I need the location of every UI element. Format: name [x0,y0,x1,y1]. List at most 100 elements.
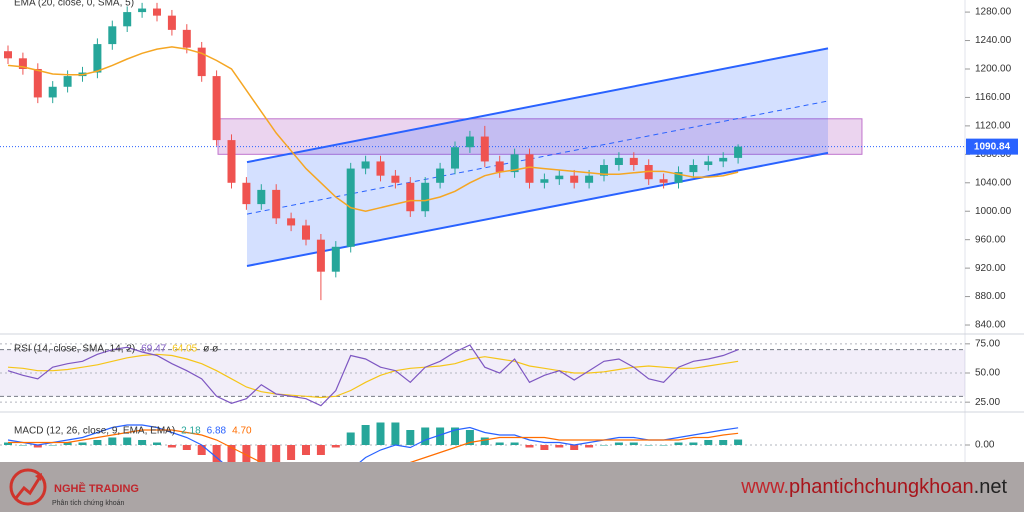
candle-body [123,12,132,27]
site-url: www.phantichchungkhoan.net [740,476,1007,498]
candle-body [629,157,638,165]
candle-body [555,175,564,180]
histogram-bar [227,445,236,462]
candle-body [585,175,594,183]
histogram-bar [480,437,489,445]
legend-value: 4.70 [232,426,252,437]
macd-pane [0,422,965,462]
histogram-bar [78,442,87,445]
candle-body [331,246,340,272]
histogram-bar [451,427,459,445]
histogram-bar [257,445,266,462]
candle-body [659,179,668,183]
candle-body [316,239,325,272]
histogram-bar [421,427,430,445]
histogram-bar [704,440,713,445]
candle-body [182,29,191,48]
candle-body [570,175,579,183]
candle-body [33,68,42,98]
candle-body [153,8,161,16]
site-prefix: www. [740,476,789,498]
histogram-bar [108,437,117,445]
candle-body [242,182,251,205]
macd-line [8,429,739,462]
histogram-bar [495,442,504,445]
rsi-line [7,353,739,399]
candle-body [734,146,743,158]
histogram-bar [212,445,221,462]
macd-line [7,424,739,462]
histogram-bar [540,445,549,450]
channel-lower [246,151,829,267]
histogram-bar [734,439,743,445]
histogram-bar [197,445,206,455]
candle-body [436,168,445,183]
candle-body [465,136,474,148]
candle-body [525,154,534,183]
candle-body [391,175,400,183]
rsi-line [7,344,739,407]
candle-body [197,47,206,77]
y-tick-label: 840.00 [975,320,1006,331]
candle-body [48,86,57,98]
candle-body [302,225,310,240]
histogram-bar [138,440,147,445]
histogram-bar [93,440,102,445]
histogram-bar [570,445,579,450]
y-tick-label: 25.00 [975,397,1000,408]
candle-body [719,157,728,162]
zone [217,118,863,155]
candle-body [93,44,102,73]
logo-ring [9,468,47,506]
candle-body [272,189,281,219]
histogram-bar [182,445,191,450]
legend-value: 6.88 [207,426,227,437]
legend-value: 64.05 [172,344,197,355]
candle-body [4,51,12,59]
candle-body [212,76,221,141]
histogram-bar [361,425,370,445]
candle-body [689,165,698,173]
y-tick-label: 1280.00 [975,7,1012,18]
logo-arrow [14,476,42,499]
histogram-bar [4,442,12,445]
y-tick-label: 75.00 [975,338,1000,349]
histogram-bar [629,442,638,445]
y-tick-label: 1120.00 [975,121,1011,132]
candle-body [18,58,27,69]
histogram-bar [436,427,445,445]
y-tick-label: 1200.00 [975,64,1012,75]
histogram-bar [346,432,355,445]
legend-value: 2.18 [181,426,201,437]
candle-body [287,218,296,226]
candle-body [451,147,459,169]
candle-body [361,161,370,169]
histogram-bar [272,445,281,462]
histogram-bar [242,445,251,462]
candle-body [376,161,385,176]
histogram-bar [33,445,42,448]
pane-title: EMA (20, close, 0, SMA, 5) [14,0,134,9]
histogram-bar [63,442,72,445]
histogram-bar [659,445,668,446]
histogram-bar [287,445,296,460]
histogram-bar [153,442,161,445]
candle-body [495,161,504,173]
y-tick-label: 960.00 [975,234,1006,245]
histogram-bar [674,442,683,445]
y-tick-label: 0.00 [975,440,995,451]
candle-body [167,15,176,30]
histogram-bar [585,445,594,448]
brand: NGHỀ TRADING [54,482,139,495]
histogram-bar [719,440,728,445]
candle-body [614,157,623,165]
candle-body [257,189,266,205]
candle-body [227,140,236,183]
legend-extra: ø ø [203,344,218,355]
site-suffix: .net [974,476,1008,498]
y-tick-label: 920.00 [975,263,1006,274]
histogram-bar [331,445,340,448]
histogram-bar [555,445,564,448]
